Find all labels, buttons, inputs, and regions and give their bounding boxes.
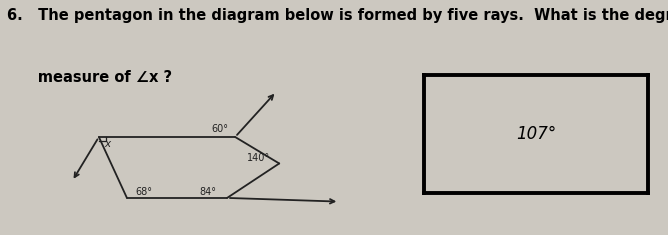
Text: 6.   The pentagon in the diagram below is formed by five rays.  What is the degr: 6. The pentagon in the diagram below is …	[7, 8, 668, 23]
Text: 68°: 68°	[135, 187, 152, 197]
Text: 140°: 140°	[246, 153, 270, 163]
Text: 84°: 84°	[199, 187, 216, 197]
Text: 60°: 60°	[211, 124, 228, 133]
Text: measure of ∠x ?: measure of ∠x ?	[7, 70, 172, 86]
Text: 107°: 107°	[516, 125, 556, 143]
Text: x: x	[105, 139, 111, 149]
